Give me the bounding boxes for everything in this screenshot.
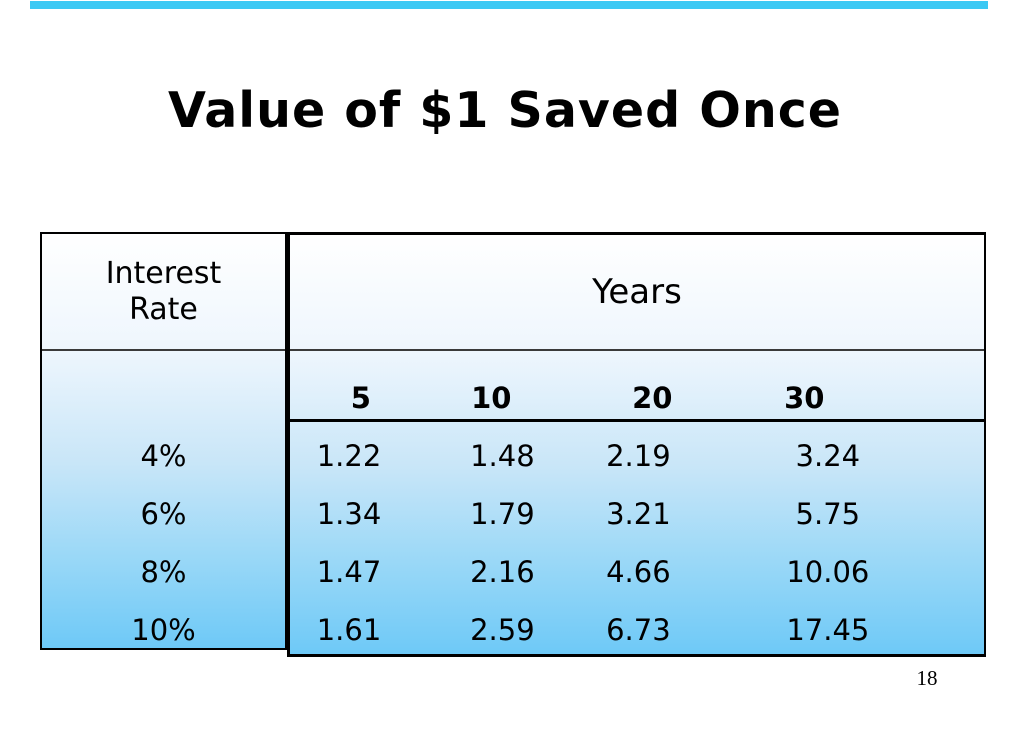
page-number: 18 xyxy=(916,666,938,690)
cell-6pct-30y: 5.75 xyxy=(795,497,861,531)
rate-label-4pct: 4% xyxy=(140,439,187,473)
cell-6pct-5y: 1.34 xyxy=(316,497,382,531)
rate-label-10pct: 10% xyxy=(131,613,196,647)
years-column-header-row: 5 10 20 30 xyxy=(290,351,984,422)
table-row-8pct: 1.47 2.16 4.66 10.06 xyxy=(290,543,984,601)
slide-title: Value of $1 Saved Once xyxy=(167,82,843,139)
cell-4pct-10y: 1.48 xyxy=(470,439,535,473)
years-header-cell: Years xyxy=(290,235,984,351)
interest-rate-values: 4% 6% 8% 10% xyxy=(42,351,285,659)
interest-rate-label: Interest Rate xyxy=(105,255,222,327)
rate-label-6pct: 6% xyxy=(140,497,187,531)
cell-4pct-5y: 1.22 xyxy=(316,439,382,473)
cell-10pct-10y: 2.59 xyxy=(470,613,535,647)
table-row-6pct: 1.34 1.79 3.21 5.75 xyxy=(290,485,984,543)
cell-10pct-5y: 1.61 xyxy=(316,613,382,647)
interest-rate-header-cell: Interest Rate xyxy=(42,234,285,351)
cell-4pct-20y: 2.19 xyxy=(606,439,671,473)
rate-label-8pct: 8% xyxy=(140,555,187,589)
cell-8pct-10y: 2.16 xyxy=(470,555,535,589)
col-header-30: 30 xyxy=(784,381,825,415)
table-row-4pct: 1.22 1.48 2.19 3.24 xyxy=(290,427,984,485)
table-body: 1.22 1.48 2.19 3.24 1.34 1.79 3.21 5.75 … xyxy=(290,422,984,659)
cell-10pct-30y: 17.45 xyxy=(786,613,870,647)
years-table-box: Years 5 10 20 30 1.22 1.48 2.19 3.24 1.3… xyxy=(287,232,986,657)
cell-8pct-30y: 10.06 xyxy=(786,555,870,589)
col-header-20: 20 xyxy=(632,381,673,415)
col-header-5: 5 xyxy=(350,381,371,415)
table-row-10pct: 1.61 2.59 6.73 17.45 xyxy=(290,601,984,659)
cell-4pct-30y: 3.24 xyxy=(795,439,861,473)
cell-6pct-20y: 3.21 xyxy=(606,497,671,531)
cell-8pct-5y: 1.47 xyxy=(316,555,382,589)
col-header-10: 10 xyxy=(471,381,512,415)
top-accent-bar xyxy=(30,1,988,9)
cell-6pct-10y: 1.79 xyxy=(470,497,535,531)
cell-10pct-20y: 6.73 xyxy=(606,613,671,647)
cell-8pct-20y: 4.66 xyxy=(606,555,671,589)
interest-rate-box: Interest Rate 4% 6% 8% 10% xyxy=(40,232,287,650)
years-label: Years xyxy=(592,272,682,312)
